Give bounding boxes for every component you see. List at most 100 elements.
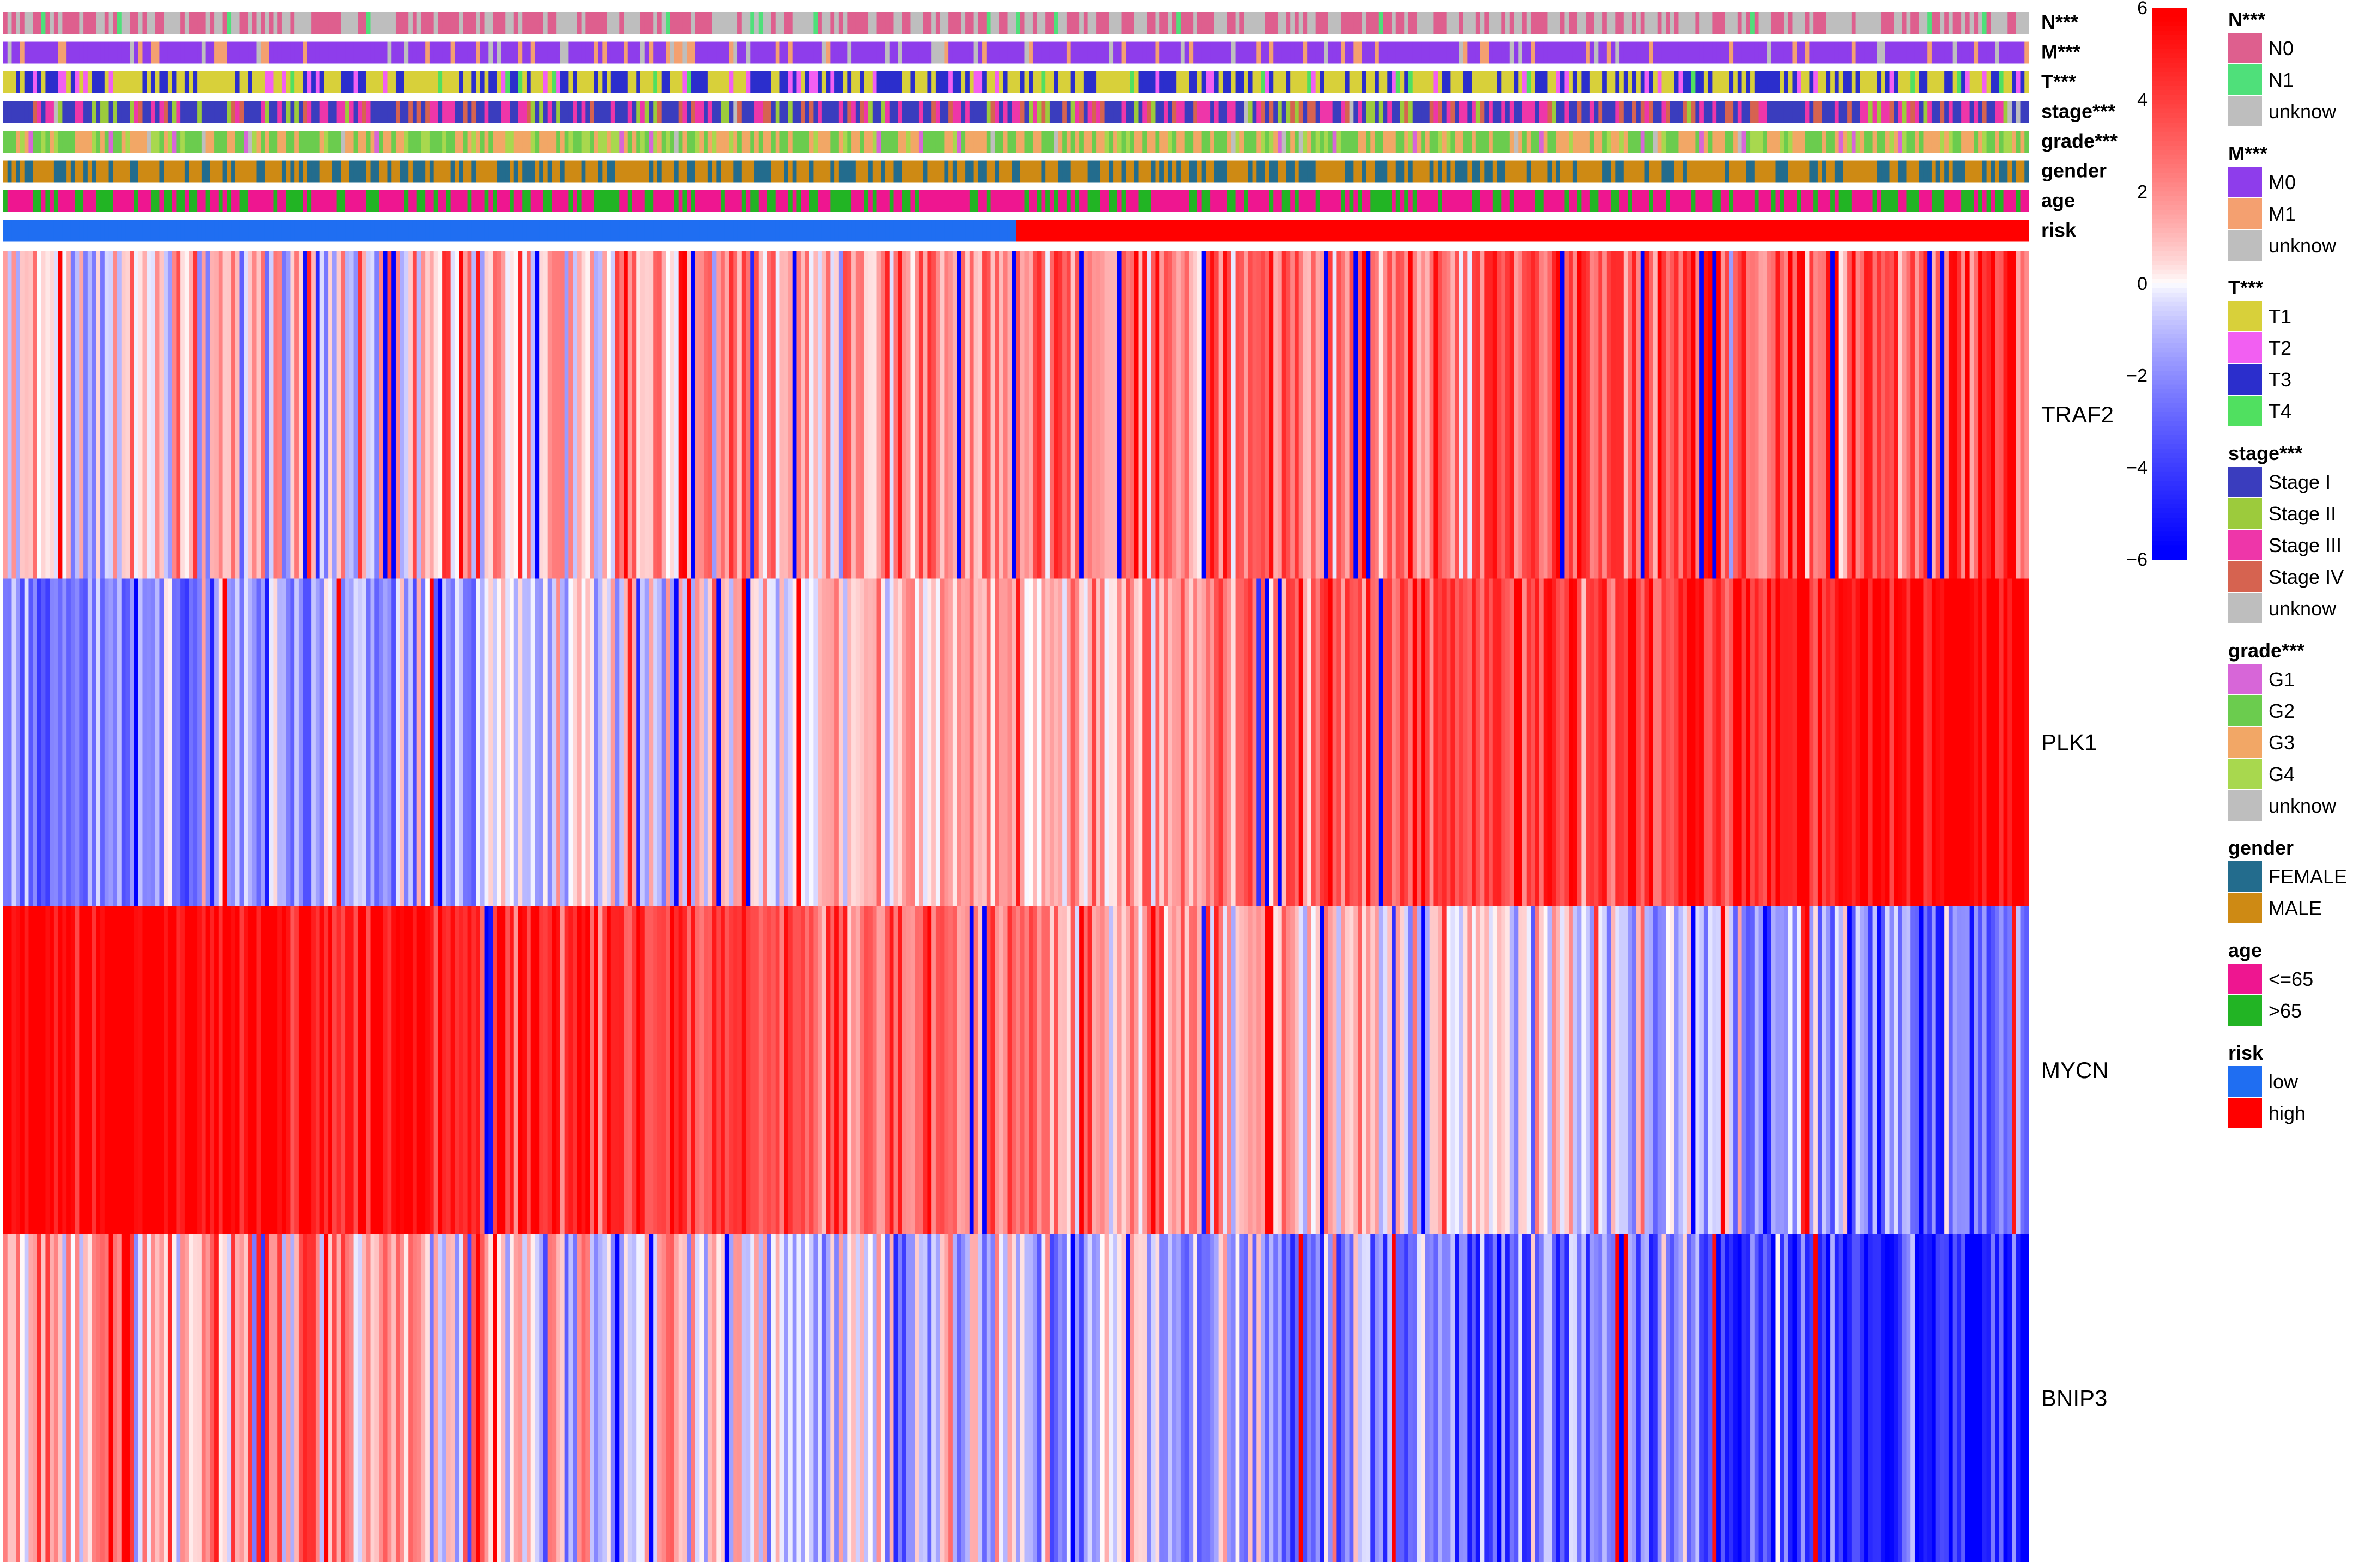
track-risk-cell — [1834, 220, 1840, 242]
heatmap-cell — [269, 906, 274, 1234]
track-M-cell — [590, 41, 595, 64]
track-gender-cell — [1066, 160, 1072, 183]
track-M-cell — [1075, 41, 1080, 64]
track-risk-cell — [505, 220, 510, 242]
track-N-cell — [1387, 12, 1392, 34]
track-risk-cell — [843, 220, 848, 242]
heatmap-cell — [1134, 578, 1139, 906]
track-age-cell — [311, 190, 316, 212]
track-M-cell — [750, 41, 755, 64]
track-gender-cell — [910, 160, 915, 183]
track-risk-cell — [1725, 220, 1729, 242]
track-T-cell — [150, 71, 156, 93]
track-gender-cell — [383, 160, 388, 183]
track-risk-cell — [1965, 220, 1970, 242]
heatmap-cell — [1206, 578, 1211, 906]
track-N-cell — [328, 12, 333, 34]
track-T-cell — [1577, 71, 1582, 93]
heatmap-cell — [1944, 251, 1949, 579]
track-T-cell — [62, 71, 67, 93]
track-grade-cell — [915, 131, 920, 153]
track-gender-cell — [167, 160, 173, 183]
track-risk-cell — [1087, 220, 1092, 242]
track-N-cell — [1159, 12, 1164, 34]
track-age-cell — [210, 190, 215, 212]
track-grade-cell — [543, 131, 548, 153]
track-gender-cell — [1606, 160, 1612, 183]
heatmap-cell — [1024, 251, 1029, 579]
heatmap-cell — [733, 906, 738, 1234]
heatmap-cell — [1155, 251, 1160, 579]
track-risk-cell — [1535, 220, 1540, 242]
track-gender-cell — [1974, 160, 1979, 183]
track-N-cell — [1045, 12, 1050, 34]
heatmap-cell — [1151, 251, 1156, 579]
track-gender-cell — [1661, 160, 1666, 183]
track-risk-cell — [1032, 220, 1038, 242]
track-gender-cell — [1919, 160, 1924, 183]
track-T-cell — [1277, 71, 1283, 93]
track-age-cell — [379, 190, 384, 212]
track-N-cell — [931, 12, 936, 34]
track-stage-cell — [674, 101, 679, 123]
track-stage-cell — [281, 101, 287, 123]
track-M-cell — [1733, 41, 1738, 64]
track-grade-cell — [560, 131, 565, 153]
track-N-cell — [881, 12, 886, 34]
track-stage-cell — [1029, 101, 1033, 123]
heatmap-cell — [269, 578, 274, 906]
track-T-cell — [1281, 71, 1287, 93]
track-gender-cell — [1395, 160, 1401, 183]
heatmap-cell — [957, 578, 961, 906]
track-stage-cell — [585, 101, 590, 123]
track-age-cell — [1113, 190, 1118, 212]
heatmap-cell — [935, 578, 941, 906]
track-T-cell — [1780, 71, 1785, 93]
heatmap-cell — [273, 578, 278, 906]
track-M-cell — [189, 41, 193, 64]
heatmap-cell — [1261, 578, 1266, 906]
track-N-cell — [404, 12, 409, 34]
track-M-cell — [1180, 41, 1185, 64]
track-gender-cell — [1290, 160, 1295, 183]
track-gender-cell — [155, 160, 160, 183]
track-age-cell — [1906, 190, 1911, 212]
track-stage-cell — [134, 101, 139, 123]
track-grade-cell — [1948, 131, 1953, 153]
track-age-cell — [1273, 190, 1278, 212]
track-stage-cell — [1303, 101, 1308, 123]
heatmap-cell — [1577, 251, 1582, 579]
track-M-cell — [1535, 41, 1540, 64]
track-age-cell — [687, 190, 692, 212]
heatmap-cell — [944, 578, 949, 906]
track-risk-cell — [142, 220, 147, 242]
track-gender-cell — [1560, 160, 1565, 183]
track-N-cell — [1492, 12, 1498, 34]
track-risk-cell — [918, 220, 924, 242]
track-grade-cell — [104, 131, 110, 153]
track-T-cell — [1919, 71, 1924, 93]
track-stage-cell — [1066, 101, 1072, 123]
track-M-cell — [1767, 41, 1772, 64]
track-N-cell — [885, 12, 890, 34]
track-N-cell — [670, 12, 675, 34]
track-grade-cell — [1763, 131, 1768, 153]
heatmap-cell — [682, 578, 687, 906]
track-risk-cell — [1501, 220, 1506, 242]
track-N-cell — [159, 12, 164, 34]
heatmap-cell — [1492, 251, 1498, 579]
track-gender-cell — [758, 160, 764, 183]
track-stage-cell — [58, 101, 63, 123]
track-risk-cell — [649, 220, 654, 242]
track-risk-cell — [1670, 220, 1675, 242]
track-stage-cell — [1049, 101, 1055, 123]
track-N-cell — [96, 12, 101, 34]
heatmap-cell — [20, 251, 25, 579]
track-M-cell — [809, 41, 814, 64]
heatmap-cell — [1725, 251, 1729, 579]
track-T-cell — [1168, 71, 1173, 93]
track-M-cell — [349, 41, 354, 64]
heatmap-cell — [277, 251, 282, 579]
track-gender-cell — [1378, 160, 1384, 183]
track-stage-cell — [607, 101, 612, 123]
